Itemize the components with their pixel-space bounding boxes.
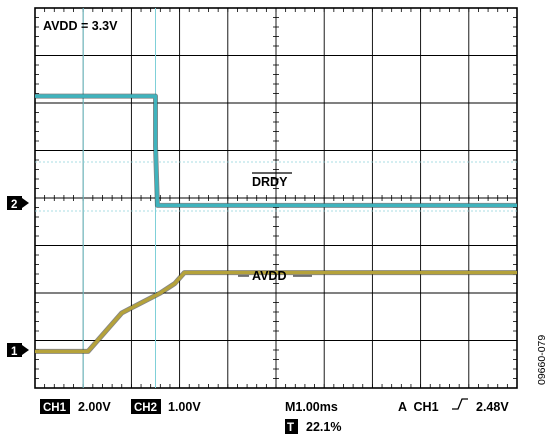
trigger-position-badge <box>285 419 298 434</box>
ch1-badge-text: CH1 <box>43 402 67 414</box>
ch1-badge <box>40 399 70 414</box>
channel-marker-arrow-icon <box>22 198 29 208</box>
trigger-level: 2.48V <box>476 400 509 414</box>
channel-marker-text-2: 2 <box>11 199 17 211</box>
trace-label-avdd: AVDD <box>252 269 287 283</box>
ch1-scale: 2.00V <box>78 400 111 414</box>
rising-edge-icon <box>452 398 468 410</box>
supply-annotation: AVDD = 3.3V <box>43 19 118 33</box>
ch2-scale: 1.00V <box>168 400 201 414</box>
ch2-badge <box>131 399 161 414</box>
channel-markers: 21 <box>7 196 29 358</box>
trigger-source: A CH1 <box>398 400 439 414</box>
traces <box>35 93 517 354</box>
trace-avdd <box>35 270 517 354</box>
ch2-badge-text: CH2 <box>134 402 157 414</box>
timebase: M1.00ms <box>285 400 338 414</box>
trigger-position: 22.1% <box>306 420 341 434</box>
figure-code: 09660-079 <box>536 335 548 385</box>
channel-marker-arrow-icon <box>22 345 29 355</box>
trace-label-drdy: DRDY <box>252 175 288 189</box>
trace-labels: DRDY AVDD <box>238 172 312 283</box>
trace-drdy <box>35 94 517 208</box>
trigger-position-badge-text: T <box>287 422 294 434</box>
channel-marker-1 <box>7 343 22 357</box>
channel-marker-text-1: 1 <box>11 346 18 358</box>
status-bar: CH1 2.00V CH2 1.00V M1.00ms A CH1 2.48V … <box>40 398 509 434</box>
channel-marker-2 <box>7 196 22 210</box>
